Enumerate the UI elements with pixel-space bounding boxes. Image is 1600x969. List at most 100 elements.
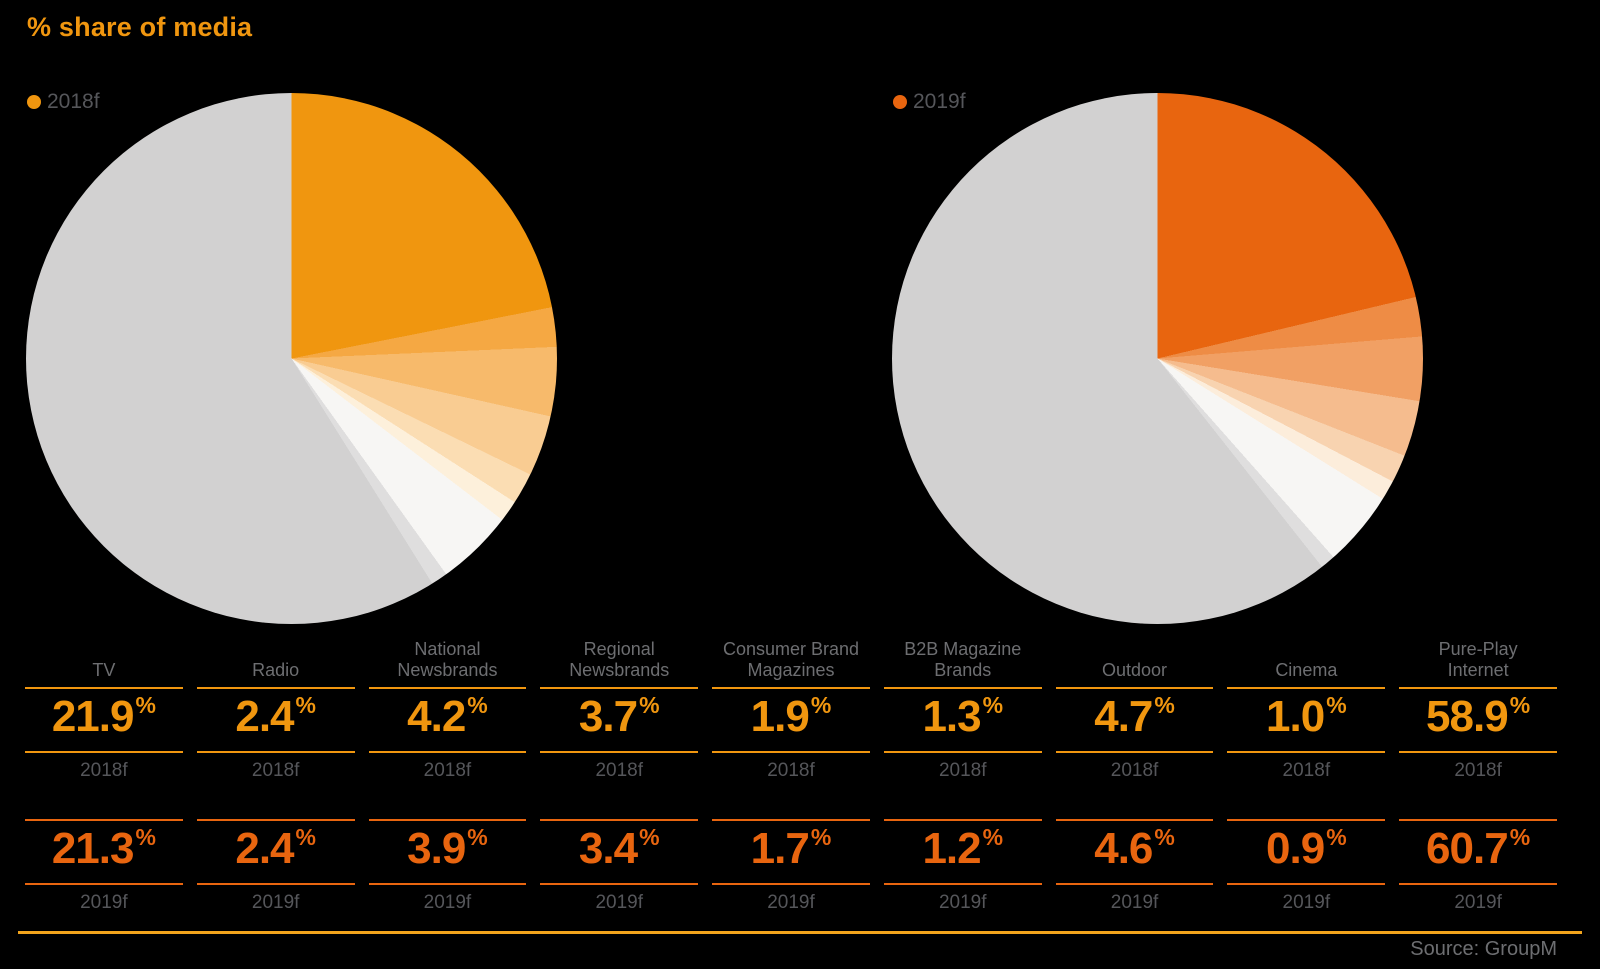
- value-block-2019f: 1.7% 2019f: [712, 813, 870, 919]
- divider-line: [1227, 687, 1386, 689]
- value-block-2019f: 2.4% 2019f: [196, 813, 355, 919]
- media-column: Cinema 1.0% 2018f 0.9% 2019f: [1227, 633, 1386, 919]
- value-2019f: 0.9%: [1227, 821, 1385, 877]
- category-label: Radio: [252, 659, 300, 680]
- divider-line: [368, 819, 527, 821]
- media-table: TV 21.9% 2018f 21.3% 2019f Radio: [25, 633, 1557, 919]
- legend-2019f: 2019f: [893, 90, 966, 114]
- category-label: Pure-Play Internet: [1438, 638, 1518, 680]
- year-label-2018f: 2018f: [251, 760, 300, 781]
- divider-line: [1055, 883, 1214, 885]
- value-2019f: 1.7%: [712, 821, 870, 877]
- divider-line: [196, 687, 355, 689]
- value-2018f: 2.4%: [197, 689, 355, 745]
- legend-dot-2018f-icon: [27, 95, 41, 109]
- value-2019f: 60.7%: [1399, 821, 1557, 877]
- value-2018f: 1.3%: [884, 689, 1042, 745]
- percent-sign: %: [810, 823, 832, 850]
- year-label-2019f: 2019f: [938, 892, 987, 913]
- value-block-2018f: 58.9% 2018f: [1399, 681, 1557, 787]
- year-label-2018f: 2018f: [595, 760, 643, 781]
- value-number: 1.3: [922, 692, 981, 741]
- divider-line: [368, 687, 527, 689]
- media-column: Outdoor 4.7% 2018f 4.6% 2019f: [1055, 633, 1214, 919]
- value-number: 4.6: [1094, 824, 1153, 873]
- value-number: 2.4: [235, 692, 294, 741]
- divider-line: [1227, 751, 1386, 753]
- divider-line: [540, 687, 699, 689]
- value-2019f: 21.3%: [25, 821, 183, 877]
- divider-line: [712, 751, 870, 753]
- source-credit: Source: GroupM: [1410, 938, 1557, 960]
- legend-label-2018f: 2018f: [47, 90, 100, 113]
- value-block-2018f: 1.9% 2018f: [712, 681, 870, 787]
- divider-line: [540, 751, 699, 753]
- value-block-2018f: 3.7% 2018f: [540, 681, 699, 787]
- divider-line: [25, 883, 183, 885]
- value-block-2018f: 4.7% 2018f: [1055, 681, 1214, 787]
- category-label: B2B Magazine Brands: [904, 638, 1022, 680]
- year-label-2019f: 2019f: [1282, 892, 1331, 913]
- media-column: TV 21.9% 2018f 21.3% 2019f: [25, 633, 183, 919]
- value-block-2019f: 21.3% 2019f: [25, 813, 183, 919]
- divider-line: [1227, 819, 1386, 821]
- value-block-2019f: 3.4% 2019f: [540, 813, 699, 919]
- year-label-2018f: 2018f: [767, 760, 815, 781]
- row-spacer: [197, 787, 355, 813]
- year-label-2019f: 2019f: [251, 892, 300, 913]
- legend-label-2019f: 2019f: [913, 90, 966, 113]
- media-column: B2B Magazine Brands 1.3% 2018f 1.2% 2019…: [883, 633, 1042, 919]
- value-block-2018f: 2.4% 2018f: [196, 681, 355, 787]
- divider-line: [1399, 819, 1557, 821]
- value-2018f: 21.9%: [25, 689, 183, 745]
- year-label-2018f: 2018f: [1454, 760, 1502, 781]
- divider-line: [368, 883, 527, 885]
- divider-line: [1055, 819, 1214, 821]
- percent-sign: %: [467, 823, 488, 850]
- value-2019f: 3.9%: [369, 821, 527, 877]
- bottom-divider-line: [18, 931, 1582, 934]
- divider-line: [712, 819, 870, 821]
- value-number: 60.7: [1426, 824, 1509, 873]
- value-2019f: 4.6%: [1056, 821, 1214, 877]
- year-label-2019f: 2019f: [80, 892, 128, 913]
- value-number: 2.4: [235, 824, 294, 873]
- percent-sign: %: [135, 691, 156, 718]
- row-spacer: [25, 787, 183, 813]
- value-block-2019f: 60.7% 2019f: [1399, 813, 1557, 919]
- value-number: 4.7: [1094, 692, 1153, 741]
- percent-sign: %: [1509, 823, 1531, 850]
- divider-line: [883, 819, 1042, 821]
- value-block-2019f: 1.2% 2019f: [883, 813, 1042, 919]
- percent-sign: %: [1154, 823, 1175, 850]
- divider-line: [1055, 751, 1214, 753]
- year-label-2019f: 2019f: [1110, 892, 1159, 913]
- chart-title: % share of media: [27, 12, 253, 42]
- percent-sign: %: [639, 823, 660, 850]
- value-2019f: 3.4%: [540, 821, 698, 877]
- value-number: 58.9: [1426, 692, 1509, 741]
- value-number: 21.9: [51, 692, 135, 741]
- divider-line: [368, 751, 527, 753]
- category-label: National Newsbrands: [397, 638, 498, 680]
- divider-line: [883, 751, 1042, 753]
- divider-line: [1399, 687, 1557, 689]
- value-number: 4.2: [407, 692, 466, 741]
- year-label-2019f: 2019f: [767, 892, 815, 913]
- divider-line: [540, 819, 699, 821]
- year-label-2019f: 2019f: [423, 892, 472, 913]
- row-spacer: [540, 787, 698, 813]
- value-2019f: 1.2%: [884, 821, 1042, 877]
- divider-line: [1399, 751, 1557, 753]
- media-column: Consumer Brand Magazines 1.9% 2018f 1.7%…: [712, 633, 870, 919]
- percent-sign: %: [982, 691, 1004, 718]
- divider-line: [712, 687, 870, 689]
- year-label-2019f: 2019f: [595, 892, 643, 913]
- pie-chart-2019f: [892, 93, 1423, 624]
- value-number: 1.0: [1266, 692, 1325, 741]
- value-number: 0.9: [1266, 824, 1325, 873]
- value-block-2018f: 21.9% 2018f: [25, 681, 183, 787]
- value-2018f: 1.0%: [1227, 689, 1385, 745]
- legend-dot-2019f-icon: [893, 95, 907, 109]
- value-block-2018f: 1.3% 2018f: [883, 681, 1042, 787]
